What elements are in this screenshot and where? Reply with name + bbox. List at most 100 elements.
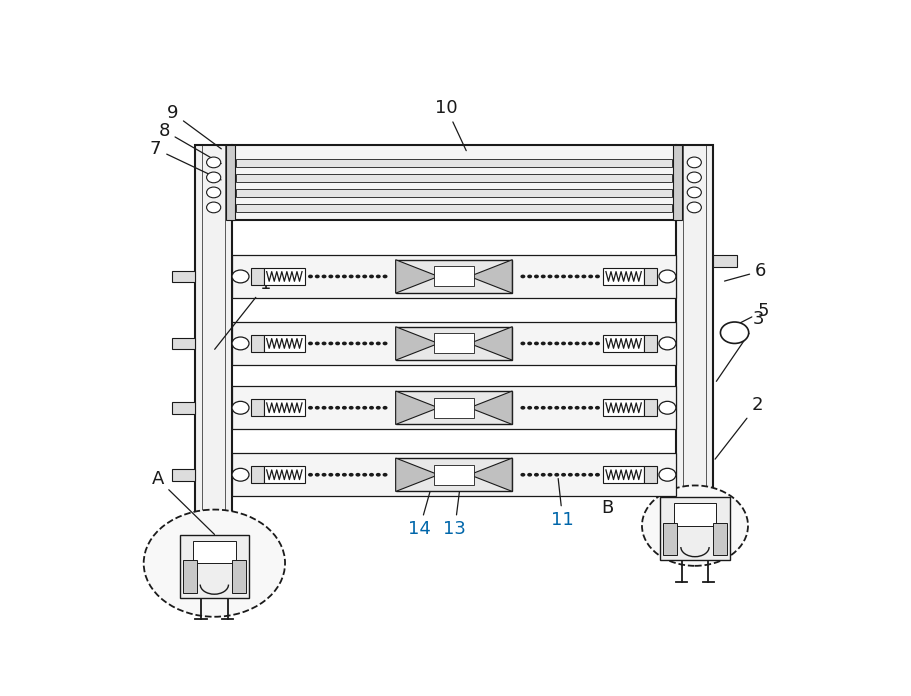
Circle shape (533, 473, 538, 477)
Bar (172, 338, 195, 349)
Text: 8: 8 (159, 122, 220, 164)
Bar (195, 145, 231, 537)
Text: B: B (600, 499, 613, 517)
Circle shape (687, 157, 701, 168)
Bar (711, 255, 736, 267)
Bar (395, 391, 512, 425)
Circle shape (334, 406, 340, 410)
Bar (660, 497, 729, 560)
Circle shape (527, 342, 531, 345)
Text: 7: 7 (149, 140, 220, 180)
Circle shape (581, 275, 586, 278)
Circle shape (540, 342, 545, 345)
Bar (673, 503, 715, 525)
Text: 9: 9 (167, 104, 221, 149)
Circle shape (362, 342, 367, 345)
Circle shape (328, 406, 333, 410)
Bar (263, 400, 304, 416)
Bar (643, 466, 656, 483)
Polygon shape (469, 260, 512, 293)
Circle shape (540, 406, 545, 410)
Text: 2: 2 (714, 396, 763, 459)
Bar (251, 400, 263, 416)
Circle shape (314, 473, 320, 477)
Bar (662, 523, 677, 555)
Bar (231, 560, 246, 592)
Bar (172, 469, 195, 481)
Circle shape (355, 406, 360, 410)
Bar (643, 335, 656, 352)
Bar (231, 255, 675, 298)
Circle shape (231, 468, 249, 481)
Circle shape (348, 473, 353, 477)
Circle shape (560, 406, 566, 410)
Circle shape (554, 275, 558, 278)
Polygon shape (395, 260, 438, 293)
Circle shape (308, 275, 312, 278)
Text: 11: 11 (551, 479, 574, 529)
Circle shape (687, 172, 701, 183)
Circle shape (375, 473, 380, 477)
Circle shape (314, 275, 320, 278)
Circle shape (362, 406, 367, 410)
Circle shape (383, 473, 387, 477)
Circle shape (375, 406, 380, 410)
Circle shape (348, 275, 353, 278)
Circle shape (314, 342, 320, 345)
Circle shape (659, 270, 675, 283)
Circle shape (308, 473, 312, 477)
Circle shape (207, 202, 220, 213)
Circle shape (383, 342, 387, 345)
Bar (434, 333, 473, 354)
Circle shape (334, 275, 340, 278)
Circle shape (308, 342, 312, 345)
Circle shape (322, 342, 326, 345)
Bar (675, 145, 711, 537)
Circle shape (588, 342, 592, 345)
Circle shape (342, 275, 346, 278)
Circle shape (334, 473, 340, 477)
Circle shape (560, 275, 566, 278)
Circle shape (520, 473, 525, 477)
Bar (643, 400, 656, 416)
Circle shape (322, 406, 326, 410)
Circle shape (588, 473, 592, 477)
Bar (231, 322, 675, 365)
Circle shape (574, 406, 579, 410)
Bar (602, 466, 643, 483)
Bar (263, 335, 304, 352)
Bar (235, 189, 671, 197)
Circle shape (581, 406, 586, 410)
Bar (251, 335, 263, 352)
Bar (434, 267, 473, 287)
Circle shape (581, 473, 586, 477)
Circle shape (588, 406, 592, 410)
Circle shape (547, 473, 552, 477)
Polygon shape (469, 458, 512, 491)
Bar (434, 465, 473, 485)
Circle shape (527, 275, 531, 278)
Text: 1: 1 (214, 276, 271, 349)
Polygon shape (395, 391, 438, 425)
Bar (602, 268, 643, 285)
Circle shape (554, 406, 558, 410)
Circle shape (720, 322, 748, 343)
Circle shape (594, 406, 599, 410)
Circle shape (328, 473, 333, 477)
Circle shape (687, 187, 701, 198)
Bar (251, 268, 263, 285)
Circle shape (568, 342, 572, 345)
Bar (235, 174, 671, 182)
Text: 5: 5 (736, 302, 768, 324)
Circle shape (594, 342, 599, 345)
Circle shape (527, 473, 531, 477)
Circle shape (322, 473, 326, 477)
Bar (395, 260, 512, 293)
Circle shape (540, 473, 545, 477)
Circle shape (659, 337, 675, 350)
Circle shape (342, 342, 346, 345)
Bar (602, 335, 643, 352)
Circle shape (231, 270, 249, 283)
Circle shape (520, 342, 525, 345)
Circle shape (520, 275, 525, 278)
